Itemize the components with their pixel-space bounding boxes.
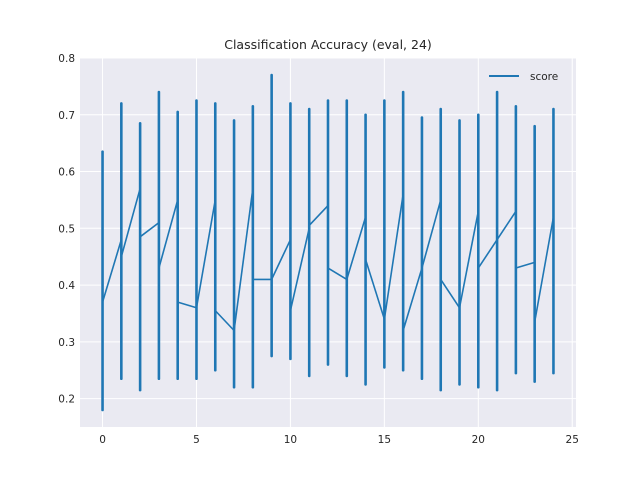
series-segment <box>383 194 404 320</box>
x-tick-label: 10 <box>284 434 297 446</box>
y-tick-label: 0.7 <box>58 110 75 122</box>
series-segment <box>101 239 123 303</box>
y-tick-label: 0.8 <box>58 53 75 65</box>
series-segment <box>477 239 498 269</box>
chart-title: Classification Accuracy (eval, 24) <box>224 37 432 52</box>
series-segment <box>327 267 348 281</box>
series-segment <box>308 205 329 227</box>
series-segment <box>533 216 555 323</box>
x-axis: 0 5 10 15 20 25 <box>99 434 579 446</box>
series-segment <box>158 199 179 269</box>
y-tick-label: 0.4 <box>58 280 75 292</box>
series-layer <box>101 73 555 412</box>
series-segment <box>289 228 310 311</box>
series-segment <box>458 211 480 308</box>
legend: score <box>480 65 569 89</box>
series-segment <box>346 216 367 280</box>
legend-label-score: score <box>530 71 558 83</box>
series-segment <box>120 188 141 257</box>
y-tick-label: 0.2 <box>58 394 75 406</box>
y-tick-label: 0.3 <box>58 337 75 349</box>
series-segment <box>139 221 160 238</box>
series-segment <box>195 199 217 308</box>
x-tick-label: 0 <box>99 434 106 446</box>
series-segment <box>515 261 535 269</box>
y-tick-label: 0.6 <box>58 167 75 179</box>
series-segment <box>177 301 197 309</box>
x-tick-label: 5 <box>193 434 200 446</box>
series-segment <box>421 199 442 269</box>
series-segment <box>402 267 423 331</box>
legend-box <box>480 65 569 89</box>
series-segment <box>496 210 517 241</box>
x-tick-label: 15 <box>378 434 391 446</box>
y-axis: 0.2 0.3 0.4 0.5 0.6 0.7 0.8 <box>58 53 75 406</box>
series-segment <box>214 310 235 332</box>
series-segment <box>233 188 254 331</box>
x-tick-label: 25 <box>566 434 579 446</box>
series-segment <box>270 239 292 280</box>
x-tick-label: 20 <box>472 434 485 446</box>
y-tick-label: 0.5 <box>58 223 75 235</box>
series-segment <box>440 278 461 309</box>
series-segment <box>364 259 386 320</box>
